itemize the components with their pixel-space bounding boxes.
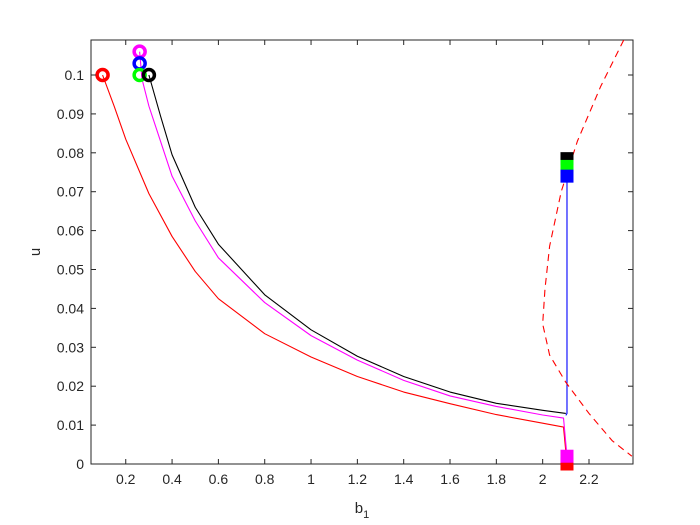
y-axis-label: u bbox=[27, 248, 44, 256]
y-tick-label: 0.04 bbox=[57, 300, 84, 316]
x-tick-label: 0.8 bbox=[255, 471, 275, 487]
x-tick-label: 2 bbox=[539, 471, 547, 487]
y-tick-label: 0.02 bbox=[57, 378, 84, 394]
x-tick-label: 0.2 bbox=[116, 471, 136, 487]
y-tick-label: 0.03 bbox=[57, 339, 84, 355]
y-tick-label: 0.08 bbox=[57, 145, 84, 161]
curve-2 bbox=[148, 74, 566, 414]
marker-square-9 bbox=[560, 449, 574, 463]
dashed-curve-4 bbox=[542, 40, 633, 457]
y-tick-label: 0.09 bbox=[57, 106, 84, 122]
x-tick-label: 0.4 bbox=[162, 471, 182, 487]
markers-layer bbox=[95, 44, 574, 471]
marker-circle-4 bbox=[141, 67, 157, 83]
curves-layer bbox=[102, 40, 633, 464]
x-tick-label: 1.6 bbox=[440, 471, 460, 487]
plot-area: 0.2 0.4 0.6 0.8 1 1.2 1.4 1.6 1.8 2 2.2 0 0.01 0.02 0.… bbox=[57, 39, 634, 487]
curve-1 bbox=[139, 51, 568, 457]
x-tick-label: 1.4 bbox=[394, 471, 414, 487]
y-tick-label: 0.05 bbox=[57, 262, 84, 278]
y-tick-label: 0.1 bbox=[65, 67, 85, 83]
curve-0 bbox=[102, 74, 568, 464]
x-tick-label: 0.6 bbox=[209, 471, 229, 487]
curve-3 bbox=[565, 176, 568, 416]
y-tick-label: 0.07 bbox=[57, 184, 84, 200]
y-tick-label: 0.06 bbox=[57, 223, 84, 239]
x-tick-label: 2.2 bbox=[579, 471, 599, 487]
x-axis-label: b1 bbox=[355, 500, 369, 521]
marker-circle-0 bbox=[95, 67, 110, 83]
axes-box bbox=[90, 39, 634, 465]
ticks-layer: 0.2 0.4 0.6 0.8 1 1.2 1.4 1.6 1.8 2 2.2 0 0.01 0.02 0.… bbox=[57, 40, 633, 487]
x-tick-label: 1.2 bbox=[348, 471, 368, 487]
marker-square-7 bbox=[560, 169, 574, 183]
x-tick-label: 1.8 bbox=[487, 471, 507, 487]
x-tick-label: 1 bbox=[307, 471, 315, 487]
y-tick-label: 0.01 bbox=[57, 417, 84, 433]
y-tick-label: 0 bbox=[76, 456, 84, 472]
